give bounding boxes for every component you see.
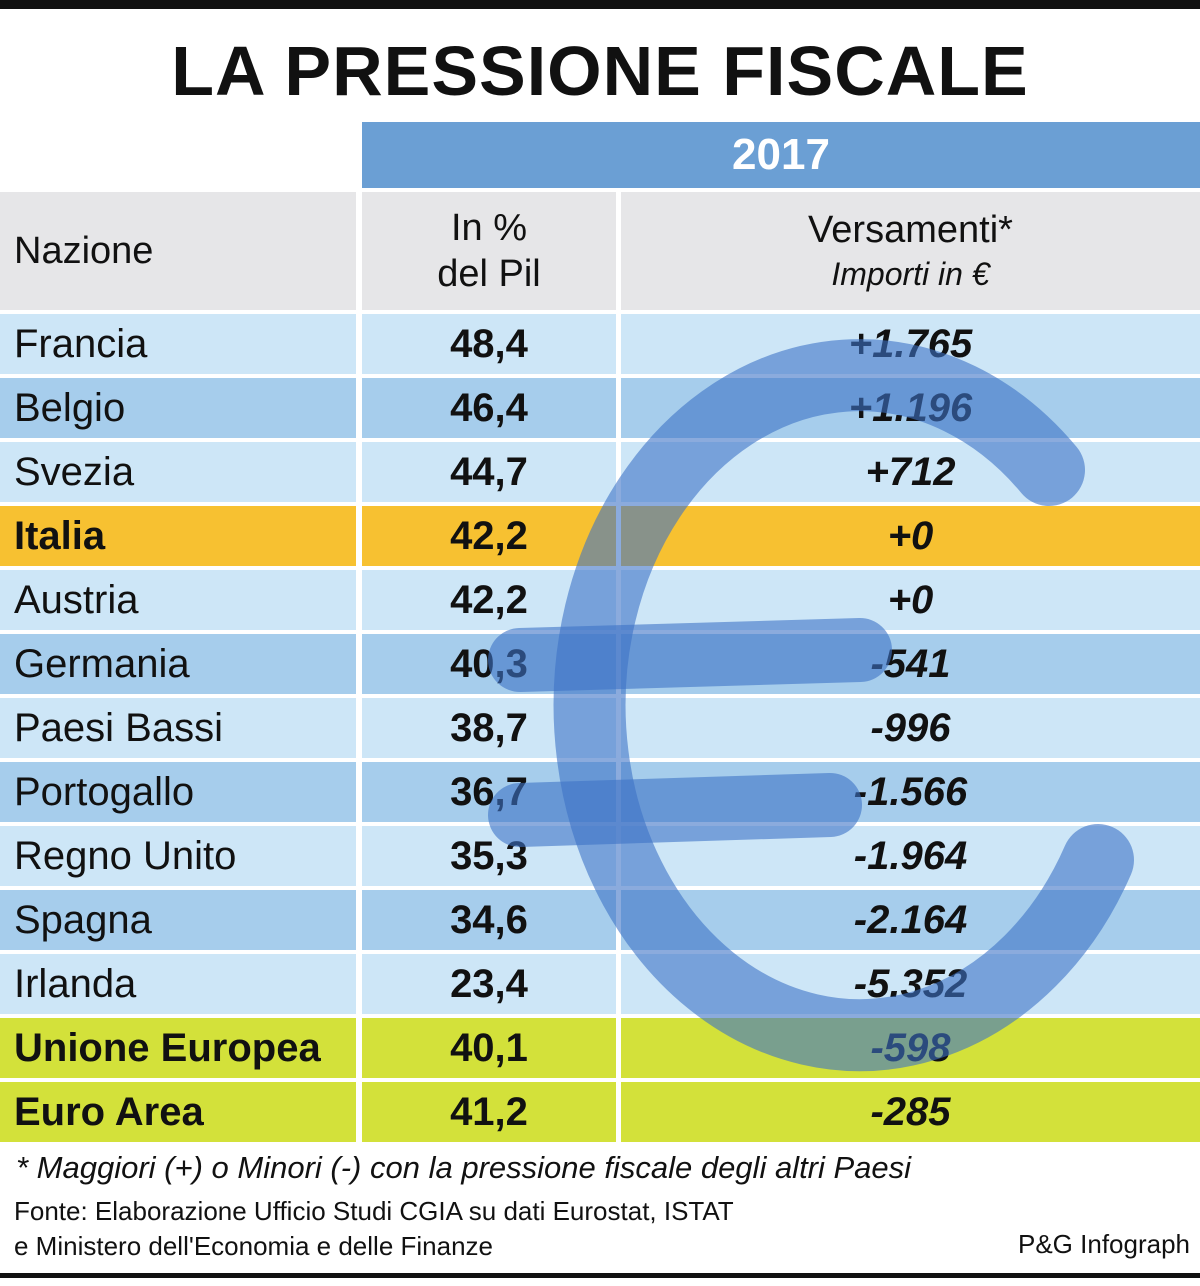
header-pct-line1: In % <box>450 207 528 249</box>
versamenti-cell: -1.566 <box>621 762 1200 822</box>
pct-cell: 40,1 <box>362 1018 616 1078</box>
table-row: Austria 42,2 +0 <box>0 570 1200 630</box>
header-vers-line1: Versamenti* <box>808 209 1013 251</box>
table-row: Regno Unito 35,3 -1.964 <box>0 826 1200 886</box>
pct-cell: 42,2 <box>362 506 616 566</box>
top-rule <box>0 0 1200 9</box>
pct-cell: 42,2 <box>362 570 616 630</box>
table-row: Euro Area 41,2 -285 <box>0 1082 1200 1142</box>
versamenti-cell: -285 <box>621 1082 1200 1142</box>
nation-cell: Austria <box>0 570 356 630</box>
table-row: Svezia 44,7 +712 <box>0 442 1200 502</box>
nation-cell: Belgio <box>0 378 356 438</box>
versamenti-cell: -1.964 <box>621 826 1200 886</box>
nation-cell: Irlanda <box>0 954 356 1014</box>
table-row: Portogallo 36,7 -1.566 <box>0 762 1200 822</box>
versamenti-cell: +712 <box>621 442 1200 502</box>
nation-cell: Francia <box>0 314 356 374</box>
source-line-1: Fonte: Elaborazione Ufficio Studi CGIA s… <box>14 1196 734 1226</box>
versamenti-cell: +0 <box>621 506 1200 566</box>
table-row: Italia 42,2 +0 <box>0 506 1200 566</box>
nation-cell: Italia <box>0 506 356 566</box>
footnote: * Maggiori (+) o Minori (-) con la press… <box>16 1150 912 1185</box>
source-note: Fonte: Elaborazione Ufficio Studi CGIA s… <box>14 1194 734 1264</box>
versamenti-cell: -541 <box>621 634 1200 694</box>
nation-cell: Euro Area <box>0 1082 356 1142</box>
header-nation-label: Nazione <box>14 230 154 272</box>
table-header: Nazione In % del Pil Versamenti* Importi… <box>0 192 1200 310</box>
page-title: LA PRESSIONE FISCALE <box>171 32 1029 110</box>
pct-cell: 23,4 <box>362 954 616 1014</box>
versamenti-cell: +0 <box>621 570 1200 630</box>
pct-cell: 46,4 <box>362 378 616 438</box>
nation-cell: Germania <box>0 634 356 694</box>
table-row: Irlanda 23,4 -5.352 <box>0 954 1200 1014</box>
header-nation: Nazione <box>0 192 356 310</box>
credit: P&G Infograph <box>1018 1229 1190 1259</box>
pct-cell: 48,4 <box>362 314 616 374</box>
pct-cell: 36,7 <box>362 762 616 822</box>
source-line-2: e Ministero dell'Economia e delle Finanz… <box>14 1231 493 1261</box>
table-row: Belgio 46,4 +1.196 <box>0 378 1200 438</box>
versamenti-cell: +1.765 <box>621 314 1200 374</box>
year-header: 2017 <box>362 122 1200 188</box>
table-row: Germania 40,3 -541 <box>0 634 1200 694</box>
header-versamenti: Versamenti* Importi in € <box>621 192 1200 310</box>
table-row: Paesi Bassi 38,7 -996 <box>0 698 1200 758</box>
nation-cell: Regno Unito <box>0 826 356 886</box>
pct-cell: 38,7 <box>362 698 616 758</box>
versamenti-cell: +1.196 <box>621 378 1200 438</box>
versamenti-cell: -2.164 <box>621 890 1200 950</box>
table-row: Unione Europea 40,1 -598 <box>0 1018 1200 1078</box>
versamenti-cell: -598 <box>621 1018 1200 1078</box>
pct-cell: 41,2 <box>362 1082 616 1142</box>
versamenti-cell: -5.352 <box>621 954 1200 1014</box>
versamenti-cell: -996 <box>621 698 1200 758</box>
header-pct: In % del Pil <box>362 192 616 310</box>
header-vers-line2: Importi in € <box>831 256 990 292</box>
table-row: Francia 48,4 +1.765 <box>0 314 1200 374</box>
nation-cell: Portogallo <box>0 762 356 822</box>
nation-cell: Paesi Bassi <box>0 698 356 758</box>
bottom-rule <box>0 1273 1200 1278</box>
pct-cell: 35,3 <box>362 826 616 886</box>
header-pct-line2: del Pil <box>437 253 541 295</box>
nation-cell: Spagna <box>0 890 356 950</box>
nation-cell: Unione Europea <box>0 1018 356 1078</box>
pct-cell: 40,3 <box>362 634 616 694</box>
nation-cell: Svezia <box>0 442 356 502</box>
table-row: Spagna 34,6 -2.164 <box>0 890 1200 950</box>
pct-cell: 44,7 <box>362 442 616 502</box>
pct-cell: 34,6 <box>362 890 616 950</box>
